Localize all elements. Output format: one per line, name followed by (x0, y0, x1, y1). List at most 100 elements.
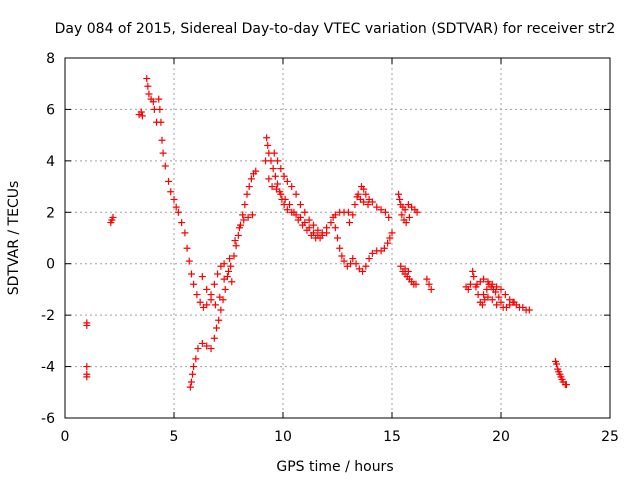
data-point (480, 291, 488, 299)
x-tick-label: 25 (601, 429, 619, 445)
data-point (165, 177, 173, 185)
data-point (159, 149, 167, 157)
series-early-dots (83, 108, 146, 381)
data-point (231, 237, 239, 245)
data-point (493, 283, 501, 291)
data-point (156, 105, 164, 113)
data-point (280, 172, 288, 180)
data-point (277, 190, 285, 198)
data-point (243, 190, 251, 198)
data-point (185, 257, 193, 265)
data-point (359, 267, 367, 275)
y-tick-label: -4 (41, 360, 55, 376)
data-point (331, 224, 339, 232)
data-point (386, 234, 394, 242)
data-point (214, 270, 222, 278)
data-point (207, 296, 215, 304)
data-point (464, 285, 472, 293)
data-point (225, 267, 232, 275)
data-point (247, 175, 255, 183)
data-point (402, 219, 410, 227)
data-point (226, 255, 234, 263)
data-point (362, 190, 370, 198)
data-point (198, 273, 206, 281)
data-point (239, 211, 247, 219)
series-arc-f (462, 267, 533, 314)
data-point (183, 244, 191, 252)
data-point (271, 172, 279, 180)
y-tick-label: 0 (46, 257, 55, 273)
data-point (196, 298, 204, 306)
data-point (83, 373, 91, 381)
data-point (380, 244, 388, 252)
x-axis-label: GPS time / hours (276, 459, 393, 475)
data-point (216, 293, 224, 301)
data-point (469, 267, 477, 275)
data-point (292, 190, 300, 198)
data-point (470, 273, 478, 281)
y-tick-label: 6 (46, 102, 55, 118)
y-axis: -6 -4 -2 0 2 4 6 8 (41, 51, 610, 427)
data-point (316, 234, 324, 242)
y-tick-label: 8 (46, 51, 55, 67)
data-point (483, 285, 491, 293)
data-point (265, 175, 273, 183)
data-point (423, 275, 431, 283)
data-point (425, 280, 433, 288)
data-point (158, 136, 166, 144)
data-point (398, 211, 406, 219)
data-point (189, 370, 197, 378)
series-arc-b (186, 167, 260, 391)
data-point (215, 316, 223, 324)
data-point (412, 280, 420, 288)
data-point (553, 360, 561, 368)
data-point (501, 291, 509, 299)
series-arc-e (395, 190, 435, 293)
data-point (187, 378, 195, 386)
data-point (493, 301, 501, 309)
data-point (221, 285, 229, 293)
data-point (404, 267, 412, 275)
series-arc-c (262, 134, 352, 242)
data-point (155, 95, 163, 103)
data-point (264, 141, 272, 149)
data-point (327, 219, 335, 227)
data-point (274, 180, 282, 188)
data-point (174, 208, 182, 216)
data-point (362, 262, 370, 270)
data-point (352, 260, 360, 268)
data-point (351, 201, 359, 209)
data-point (190, 280, 198, 288)
data-point (488, 296, 496, 304)
x-tick-label: 20 (492, 429, 510, 445)
data-point (83, 321, 91, 329)
data-point (525, 306, 533, 314)
y-tick-label: 4 (46, 154, 55, 170)
data-point (349, 255, 357, 263)
data-point (220, 260, 228, 268)
data-point (161, 162, 169, 170)
y-tick-label: -2 (41, 308, 55, 324)
data-point (510, 298, 518, 306)
data-point (203, 342, 211, 350)
data-point (303, 226, 311, 234)
x-tick-label: 5 (170, 429, 179, 445)
data-point (388, 229, 396, 237)
data-point (203, 285, 211, 293)
data-point (310, 221, 318, 229)
data-point (484, 293, 492, 301)
data-point (144, 82, 152, 90)
data-point (395, 190, 403, 198)
data-point (138, 112, 146, 120)
data-point (506, 296, 514, 304)
data-point (427, 285, 435, 293)
data-point (384, 239, 392, 247)
data-point (181, 229, 189, 237)
data-point (241, 201, 249, 209)
data-point (497, 298, 505, 306)
data-point (323, 224, 331, 232)
data-point (190, 363, 198, 371)
data-point (269, 165, 277, 173)
data-point (314, 226, 322, 234)
